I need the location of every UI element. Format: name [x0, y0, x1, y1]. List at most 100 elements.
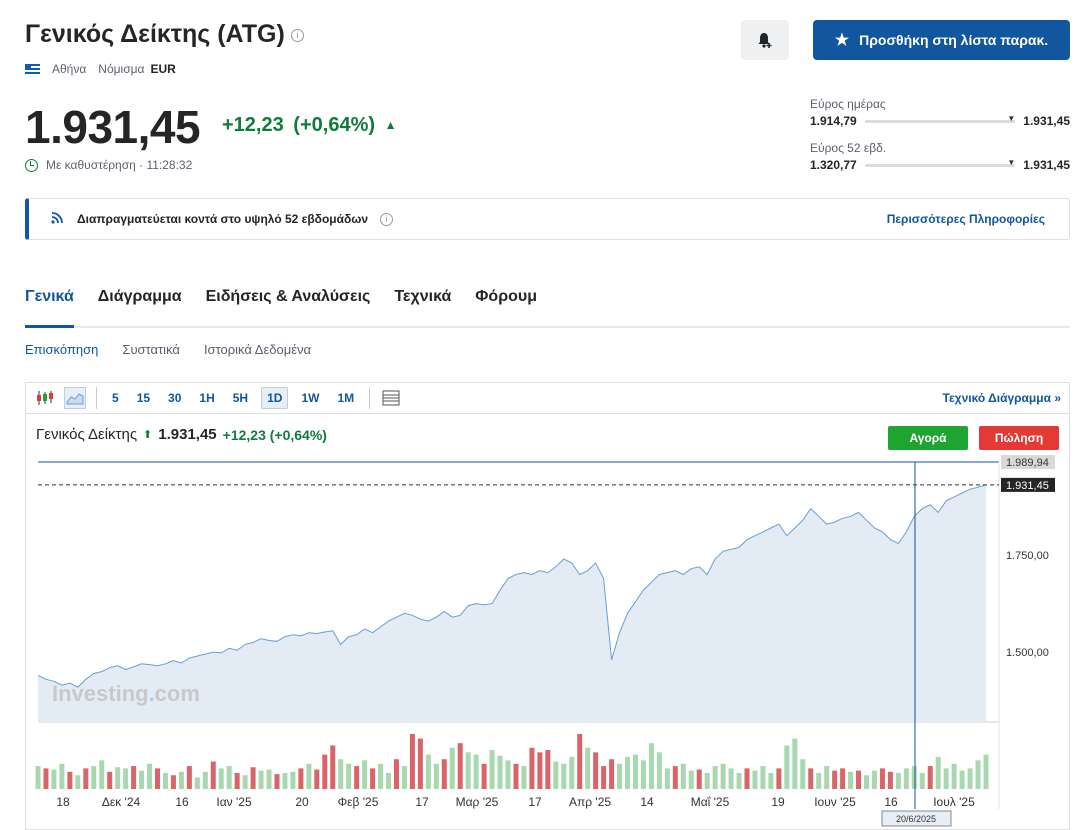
last-price: 1.931,45: [25, 101, 201, 153]
delay-status: Με καθυστέρηση · 11:28:32: [25, 158, 192, 172]
volume-bar: [752, 770, 758, 789]
volume-bar: [728, 768, 734, 789]
timeframe-5h[interactable]: 5H: [232, 391, 249, 405]
timeframe-30[interactable]: 30: [168, 391, 182, 405]
timeframe-1m[interactable]: 1M: [337, 391, 355, 405]
alert-button[interactable]: [741, 20, 789, 60]
volume-bar: [154, 768, 160, 789]
info-icon[interactable]: i: [290, 28, 304, 42]
volume-bar: [43, 768, 49, 789]
subtab-overview[interactable]: Επισκόπηση: [25, 342, 99, 357]
change-percent: (+0,64%): [293, 114, 376, 136]
volume-bar: [441, 759, 447, 789]
range-marker-icon: ▼: [1007, 157, 1016, 167]
day-range: Εύρος ημέρας 1.914,79 ▼ 1.931,45: [810, 97, 1070, 128]
volume-bar: [967, 768, 973, 789]
crosshair-date-box: [881, 810, 952, 827]
price-chart[interactable]: 1.500,00 1.750,00 1.989,94 1.931,45 18 Δεκ '2…: [26, 414, 1069, 829]
week52-range-label: Εύρος 52 εβδ.: [810, 141, 887, 155]
volume-bar: [473, 754, 479, 789]
volume-bar: [433, 763, 439, 789]
info-icon[interactable]: i: [380, 212, 394, 226]
chart-legend: Γενικός Δείκτης ⬆ 1.931,45 +12,23 (+0,64…: [36, 426, 327, 443]
day-range-bar: ▼: [864, 114, 1016, 123]
day-range-low: 1.914,79: [810, 114, 857, 128]
volume-bar: [378, 763, 384, 789]
volume-bar: [895, 772, 901, 789]
volume-bar: [322, 754, 328, 789]
volume-bar: [776, 768, 782, 789]
tab-forum[interactable]: Φόρουμ: [475, 288, 537, 305]
volume-bar: [306, 763, 312, 789]
add-to-watchlist-button[interactable]: ★ Προσθήκη στη λίστα παρακ.: [813, 20, 1070, 60]
main-tabs: Γενικά Διάγραμμα Ειδήσεις & Αναλύσεις Τε…: [25, 288, 1070, 328]
volume-bar: [903, 768, 909, 789]
rss-icon: [51, 211, 63, 227]
volume-bar: [162, 772, 168, 789]
volume-bar: [99, 760, 105, 789]
volume-bar: [569, 756, 575, 789]
day-range-label: Εύρος ημέρας: [810, 97, 886, 111]
up-arrow-icon: ⬆: [143, 429, 153, 441]
candlestick-icon[interactable]: [34, 387, 56, 409]
subtab-historical[interactable]: Ιστορικά Δεδομένα: [203, 342, 312, 357]
volume-bar: [35, 766, 41, 789]
table-icon[interactable]: [380, 387, 402, 409]
change-value: +12,23: [222, 114, 284, 136]
volume-bar: [672, 766, 678, 789]
x-tick-label: 17: [415, 795, 429, 809]
tab-news[interactable]: Ειδήσεις & Αναλύσεις: [205, 288, 371, 305]
volume-bar: [67, 771, 73, 789]
sell-button[interactable]: Πώληση: [979, 426, 1059, 450]
volume-bar: [561, 763, 567, 789]
volume-bar: [91, 766, 97, 789]
tab-technical[interactable]: Τεχνικά: [394, 288, 452, 305]
volume-bar: [250, 767, 256, 789]
volume-bar: [688, 770, 694, 789]
timeframe-5[interactable]: 5: [112, 391, 119, 405]
volume-bar: [648, 743, 654, 789]
volume-bar: [234, 772, 240, 789]
bell-plus-icon: [758, 33, 772, 48]
tab-overview[interactable]: Γενικά: [25, 288, 74, 328]
volume-bar: [632, 754, 638, 789]
clock-icon: [25, 158, 38, 172]
timeframe-1w[interactable]: 1W: [301, 391, 320, 405]
volume-bar: [879, 768, 885, 789]
volume-bar: [664, 768, 670, 789]
x-tick-label: Ιαν '25: [216, 795, 252, 809]
range-marker-icon: ▼: [1007, 113, 1016, 123]
volume-bar: [951, 763, 957, 789]
volume-bar: [274, 774, 280, 789]
area-chart-icon[interactable]: [64, 387, 86, 409]
volume-bar: [736, 772, 742, 789]
volume-bar: [290, 771, 296, 789]
y-tick-label: 1.750,00: [1006, 550, 1049, 562]
greece-flag-icon: [25, 64, 40, 74]
timeframe-1d[interactable]: 1D: [261, 387, 289, 409]
subtab-components[interactable]: Συστατικά: [122, 342, 180, 357]
technical-chart-link[interactable]: Τεχνικό Διάγραμμα »: [942, 391, 1061, 405]
x-tick-label: 20: [295, 795, 309, 809]
x-tick-label: Απρ '25: [569, 795, 611, 809]
x-tick-label: Μαρ '25: [456, 795, 499, 809]
volume-bar: [210, 761, 216, 789]
watchlist-button-label: Προσθήκη στη λίστα παρακ.: [859, 32, 1049, 48]
timeframe-1h[interactable]: 1H: [199, 391, 215, 405]
buy-button[interactable]: Αγορά: [888, 426, 968, 450]
tab-chart[interactable]: Διάγραμμα: [97, 288, 182, 305]
timeframe-15[interactable]: 15: [136, 391, 151, 405]
exchange-info: Αθήνα Νόμισμα EUR: [25, 62, 176, 76]
volume-bar: [266, 769, 272, 789]
sub-tabs: Επισκόπηση Συστατικά Ιστορικά Δεδομένα: [25, 342, 311, 357]
volume-bar: [545, 750, 551, 789]
crosshair-date-label: 20/6/2025: [896, 814, 936, 824]
more-info-link[interactable]: Περισσότερες Πληροφορίες: [886, 212, 1045, 226]
volume-bar: [943, 768, 949, 789]
volume-bar: [640, 760, 646, 789]
volume-bar: [808, 768, 814, 789]
volume-bar: [760, 766, 766, 789]
volume-bar: [346, 763, 352, 789]
up-arrow-icon: ▲: [384, 118, 397, 132]
price-line: [37, 484, 987, 688]
